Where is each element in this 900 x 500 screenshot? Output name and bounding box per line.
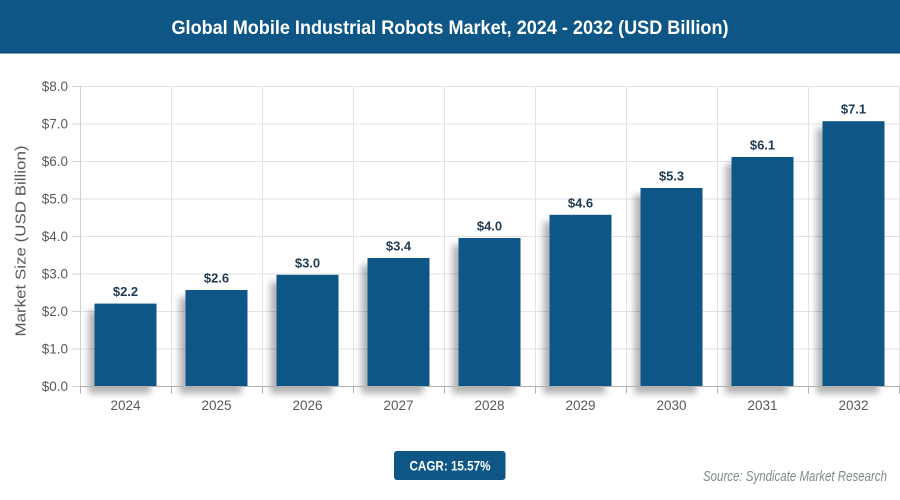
svg-text:$6.0: $6.0	[42, 154, 68, 169]
svg-text:$3.0: $3.0	[295, 255, 320, 270]
svg-text:Source: Syndicate Market Resea: Source: Syndicate Market Research	[703, 469, 887, 485]
svg-text:CAGR: 15.57%: CAGR: 15.57%	[410, 458, 491, 474]
svg-text:2026: 2026	[292, 398, 322, 413]
svg-text:$6.1: $6.1	[750, 138, 775, 153]
svg-text:2030: 2030	[656, 398, 686, 413]
svg-text:$4.0: $4.0	[42, 229, 68, 244]
svg-text:$7.1: $7.1	[841, 102, 866, 117]
svg-text:$4.6: $4.6	[568, 195, 593, 210]
svg-text:2032: 2032	[838, 398, 868, 413]
svg-text:2028: 2028	[474, 398, 504, 413]
svg-text:$4.0: $4.0	[477, 219, 502, 234]
svg-text:$0.0: $0.0	[42, 379, 68, 394]
svg-text:$1.0: $1.0	[42, 342, 68, 357]
svg-text:$2.2: $2.2	[113, 284, 138, 299]
svg-text:$2.0: $2.0	[42, 304, 68, 319]
svg-text:$3.0: $3.0	[42, 267, 68, 282]
svg-text:Market Size (USD Billion): Market Size (USD Billion)	[13, 146, 30, 337]
svg-text:2029: 2029	[565, 398, 595, 413]
svg-text:$5.0: $5.0	[42, 192, 68, 207]
svg-text:$5.3: $5.3	[659, 169, 684, 184]
svg-text:$8.0: $8.0	[42, 79, 68, 94]
svg-text:2025: 2025	[201, 398, 231, 413]
svg-text:$2.6: $2.6	[204, 271, 229, 286]
svg-text:2031: 2031	[747, 398, 777, 413]
svg-text:$7.0: $7.0	[42, 117, 68, 132]
svg-text:2027: 2027	[383, 398, 413, 413]
svg-text:$3.4: $3.4	[386, 239, 412, 254]
svg-text:2024: 2024	[110, 398, 141, 413]
svg-text:Global Mobile Industrial Robot: Global Mobile Industrial Robots Market, …	[172, 18, 729, 39]
